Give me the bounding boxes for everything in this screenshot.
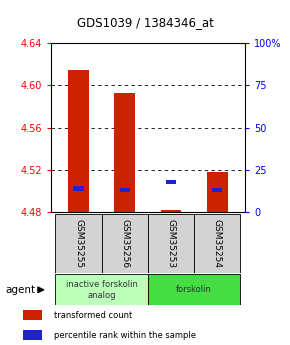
Text: agent: agent [6, 285, 36, 295]
Text: GSM35255: GSM35255 [74, 219, 83, 268]
Text: GSM35253: GSM35253 [166, 219, 175, 268]
Bar [102, 214, 148, 273]
Bar [161, 210, 182, 212]
Text: GSM35256: GSM35256 [120, 219, 129, 268]
Bar [212, 188, 222, 192]
Bar [73, 186, 84, 191]
Bar [23, 310, 42, 321]
Text: GSM35254: GSM35254 [213, 219, 222, 268]
Bar [55, 214, 102, 273]
Bar [166, 180, 176, 184]
Bar [148, 214, 194, 273]
Bar [55, 274, 148, 305]
Bar [148, 274, 240, 305]
Text: forskolin: forskolin [176, 285, 212, 294]
Bar [194, 214, 240, 273]
Bar [23, 330, 42, 340]
Bar [120, 188, 130, 192]
Bar [207, 172, 228, 212]
Text: inactive forskolin
analog: inactive forskolin analog [66, 280, 137, 299]
Bar [114, 93, 135, 212]
Text: GDS1039 / 1384346_at: GDS1039 / 1384346_at [77, 16, 213, 29]
Text: transformed count: transformed count [54, 311, 132, 320]
Bar [68, 70, 89, 212]
Text: percentile rank within the sample: percentile rank within the sample [54, 331, 196, 340]
